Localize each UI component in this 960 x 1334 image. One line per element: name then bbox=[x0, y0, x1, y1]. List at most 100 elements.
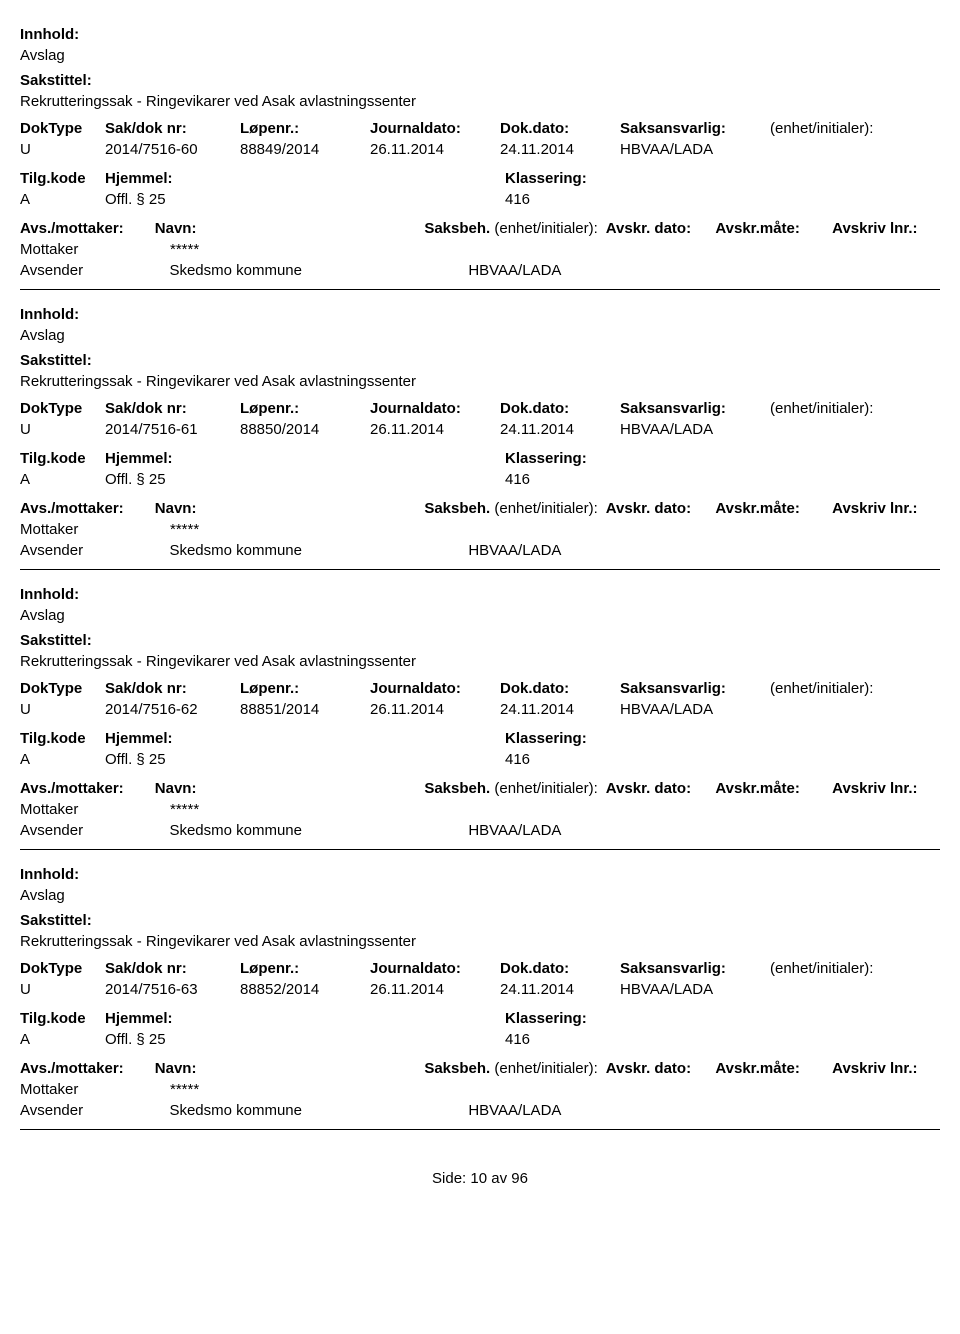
sakdoknr-header: Sak/dok nr: bbox=[105, 680, 240, 697]
saksansvarlig-header: Saksansvarlig: bbox=[620, 120, 770, 137]
sakdoknr-header: Sak/dok nr: bbox=[105, 400, 240, 417]
avsender-label: Avsender bbox=[20, 822, 169, 839]
journaldato-value: 26.11.2014 bbox=[370, 701, 500, 718]
sakdoknr-header: Sak/dok nr: bbox=[105, 960, 240, 977]
tilgkode-value: A bbox=[20, 1031, 105, 1048]
journaldato-header: Journaldato: bbox=[370, 400, 500, 417]
avsmottaker-header: Avs./mottaker: bbox=[20, 780, 155, 797]
dokdato-value: 24.11.2014 bbox=[500, 421, 620, 438]
saksbeh-row-header: Saksbeh. (enhet/initialer): bbox=[424, 780, 597, 797]
dokdato-value: 24.11.2014 bbox=[500, 701, 620, 718]
journal-record: Innhold: Avslag Sakstittel: Rekruttering… bbox=[20, 850, 940, 1130]
avsender-navn: Skedsmo kommune bbox=[169, 542, 468, 559]
journal-record: Innhold: Avslag Sakstittel: Rekruttering… bbox=[20, 290, 940, 570]
sakdoknr-value: 2014/7516-61 bbox=[105, 421, 240, 438]
saksbeh-enhet: HBVAA/LADA bbox=[468, 542, 561, 559]
innhold-value: Avslag bbox=[20, 887, 940, 904]
hjemmel-value: Offl. § 25 bbox=[105, 471, 505, 488]
sakstittel-label: Sakstittel: bbox=[20, 72, 940, 89]
innhold-value: Avslag bbox=[20, 327, 940, 344]
tilgkode-header: Tilg.kode bbox=[20, 450, 105, 467]
lopenr-value: 88851/2014 bbox=[240, 701, 370, 718]
sakdoknr-value: 2014/7516-63 bbox=[105, 981, 240, 998]
saksansvarlig-value: HBVAA/LADA bbox=[620, 141, 770, 158]
av-label: av bbox=[491, 1170, 507, 1187]
innhold-value: Avslag bbox=[20, 47, 940, 64]
sakstittel-value: Rekrutteringssak - Ringevikarer ved Asak… bbox=[20, 933, 940, 950]
navn-header: Navn: bbox=[155, 1060, 425, 1077]
mottaker-label: Mottaker bbox=[20, 801, 170, 818]
navn-header: Navn: bbox=[155, 780, 425, 797]
saksbeh-empty bbox=[470, 241, 560, 258]
avskrivlnr-header: Avskriv lnr.: bbox=[832, 1060, 940, 1077]
tilgkode-value: A bbox=[20, 751, 105, 768]
mottaker-label: Mottaker bbox=[20, 241, 170, 258]
mottaker-navn: ***** bbox=[170, 801, 470, 818]
avskrdato-header: Avskr. dato: bbox=[598, 500, 716, 517]
enhet-initialer-value bbox=[770, 701, 940, 718]
saksbeh-label: Saksbeh. bbox=[424, 1060, 490, 1077]
saksansvarlig-value: HBVAA/LADA bbox=[620, 701, 770, 718]
avsender-label: Avsender bbox=[20, 262, 169, 279]
enhet-init2-label: (enhet/initialer): bbox=[494, 780, 597, 797]
sakstittel-value: Rekrutteringssak - Ringevikarer ved Asak… bbox=[20, 653, 940, 670]
journaldato-header: Journaldato: bbox=[370, 960, 500, 977]
tilgkode-value: A bbox=[20, 191, 105, 208]
saksansvarlig-header: Saksansvarlig: bbox=[620, 400, 770, 417]
journal-record: Innhold: Avslag Sakstittel: Rekruttering… bbox=[20, 570, 940, 850]
lopenr-header: Løpenr.: bbox=[240, 120, 370, 137]
saksansvarlig-value: HBVAA/LADA bbox=[620, 421, 770, 438]
sakdoknr-value: 2014/7516-62 bbox=[105, 701, 240, 718]
navn-header: Navn: bbox=[155, 220, 425, 237]
saksbeh-row-header: Saksbeh. (enhet/initialer): bbox=[424, 500, 597, 517]
sakstittel-label: Sakstittel: bbox=[20, 912, 940, 929]
saksbeh-empty bbox=[470, 801, 560, 818]
sakstittel-value: Rekrutteringssak - Ringevikarer ved Asak… bbox=[20, 93, 940, 110]
avskrmate-header: Avskr.måte: bbox=[715, 500, 832, 517]
lopenr-header: Løpenr.: bbox=[240, 680, 370, 697]
innhold-value: Avslag bbox=[20, 607, 940, 624]
navn-header: Navn: bbox=[155, 500, 425, 517]
avskrivlnr-header: Avskriv lnr.: bbox=[832, 500, 940, 517]
saksbeh-label: Saksbeh. bbox=[424, 220, 490, 237]
journaldato-value: 26.11.2014 bbox=[370, 141, 500, 158]
saksbeh-enhet: HBVAA/LADA bbox=[468, 1102, 561, 1119]
klassering-header: Klassering: bbox=[505, 1010, 940, 1027]
mottaker-label: Mottaker bbox=[20, 521, 170, 538]
hjemmel-header: Hjemmel: bbox=[105, 170, 505, 187]
hjemmel-value: Offl. § 25 bbox=[105, 751, 505, 768]
records-container: Innhold: Avslag Sakstittel: Rekruttering… bbox=[20, 10, 940, 1130]
klassering-header: Klassering: bbox=[505, 730, 940, 747]
avsender-navn: Skedsmo kommune bbox=[169, 262, 468, 279]
enhet-init2-label: (enhet/initialer): bbox=[494, 1060, 597, 1077]
innhold-label: Innhold: bbox=[20, 866, 940, 883]
klassering-value: 416 bbox=[505, 471, 940, 488]
lopenr-header: Løpenr.: bbox=[240, 400, 370, 417]
enhet-initialer-header: (enhet/initialer): bbox=[770, 400, 940, 417]
saksbeh-label: Saksbeh. bbox=[424, 780, 490, 797]
enhet-init2-label: (enhet/initialer): bbox=[494, 220, 597, 237]
doktype-header: DokType bbox=[20, 680, 105, 697]
journaldato-header: Journaldato: bbox=[370, 120, 500, 137]
journaldato-header: Journaldato: bbox=[370, 680, 500, 697]
klassering-value: 416 bbox=[505, 1031, 940, 1048]
doktype-value: U bbox=[20, 701, 105, 718]
avskrdato-header: Avskr. dato: bbox=[598, 780, 716, 797]
page-total: 96 bbox=[511, 1170, 528, 1187]
avsender-label: Avsender bbox=[20, 542, 169, 559]
enhet-init2-label: (enhet/initialer): bbox=[494, 500, 597, 517]
saksbeh-enhet: HBVAA/LADA bbox=[468, 822, 561, 839]
page-number: 10 bbox=[470, 1170, 487, 1187]
doktype-header: DokType bbox=[20, 120, 105, 137]
avsmottaker-header: Avs./mottaker: bbox=[20, 500, 155, 517]
doktype-value: U bbox=[20, 421, 105, 438]
sakstittel-value: Rekrutteringssak - Ringevikarer ved Asak… bbox=[20, 373, 940, 390]
dokdato-header: Dok.dato: bbox=[500, 120, 620, 137]
tilgkode-value: A bbox=[20, 471, 105, 488]
dokdato-value: 24.11.2014 bbox=[500, 141, 620, 158]
dokdato-header: Dok.dato: bbox=[500, 400, 620, 417]
saksbeh-enhet: HBVAA/LADA bbox=[468, 262, 561, 279]
klassering-header: Klassering: bbox=[505, 450, 940, 467]
enhet-initialer-header: (enhet/initialer): bbox=[770, 120, 940, 137]
innhold-label: Innhold: bbox=[20, 586, 940, 603]
